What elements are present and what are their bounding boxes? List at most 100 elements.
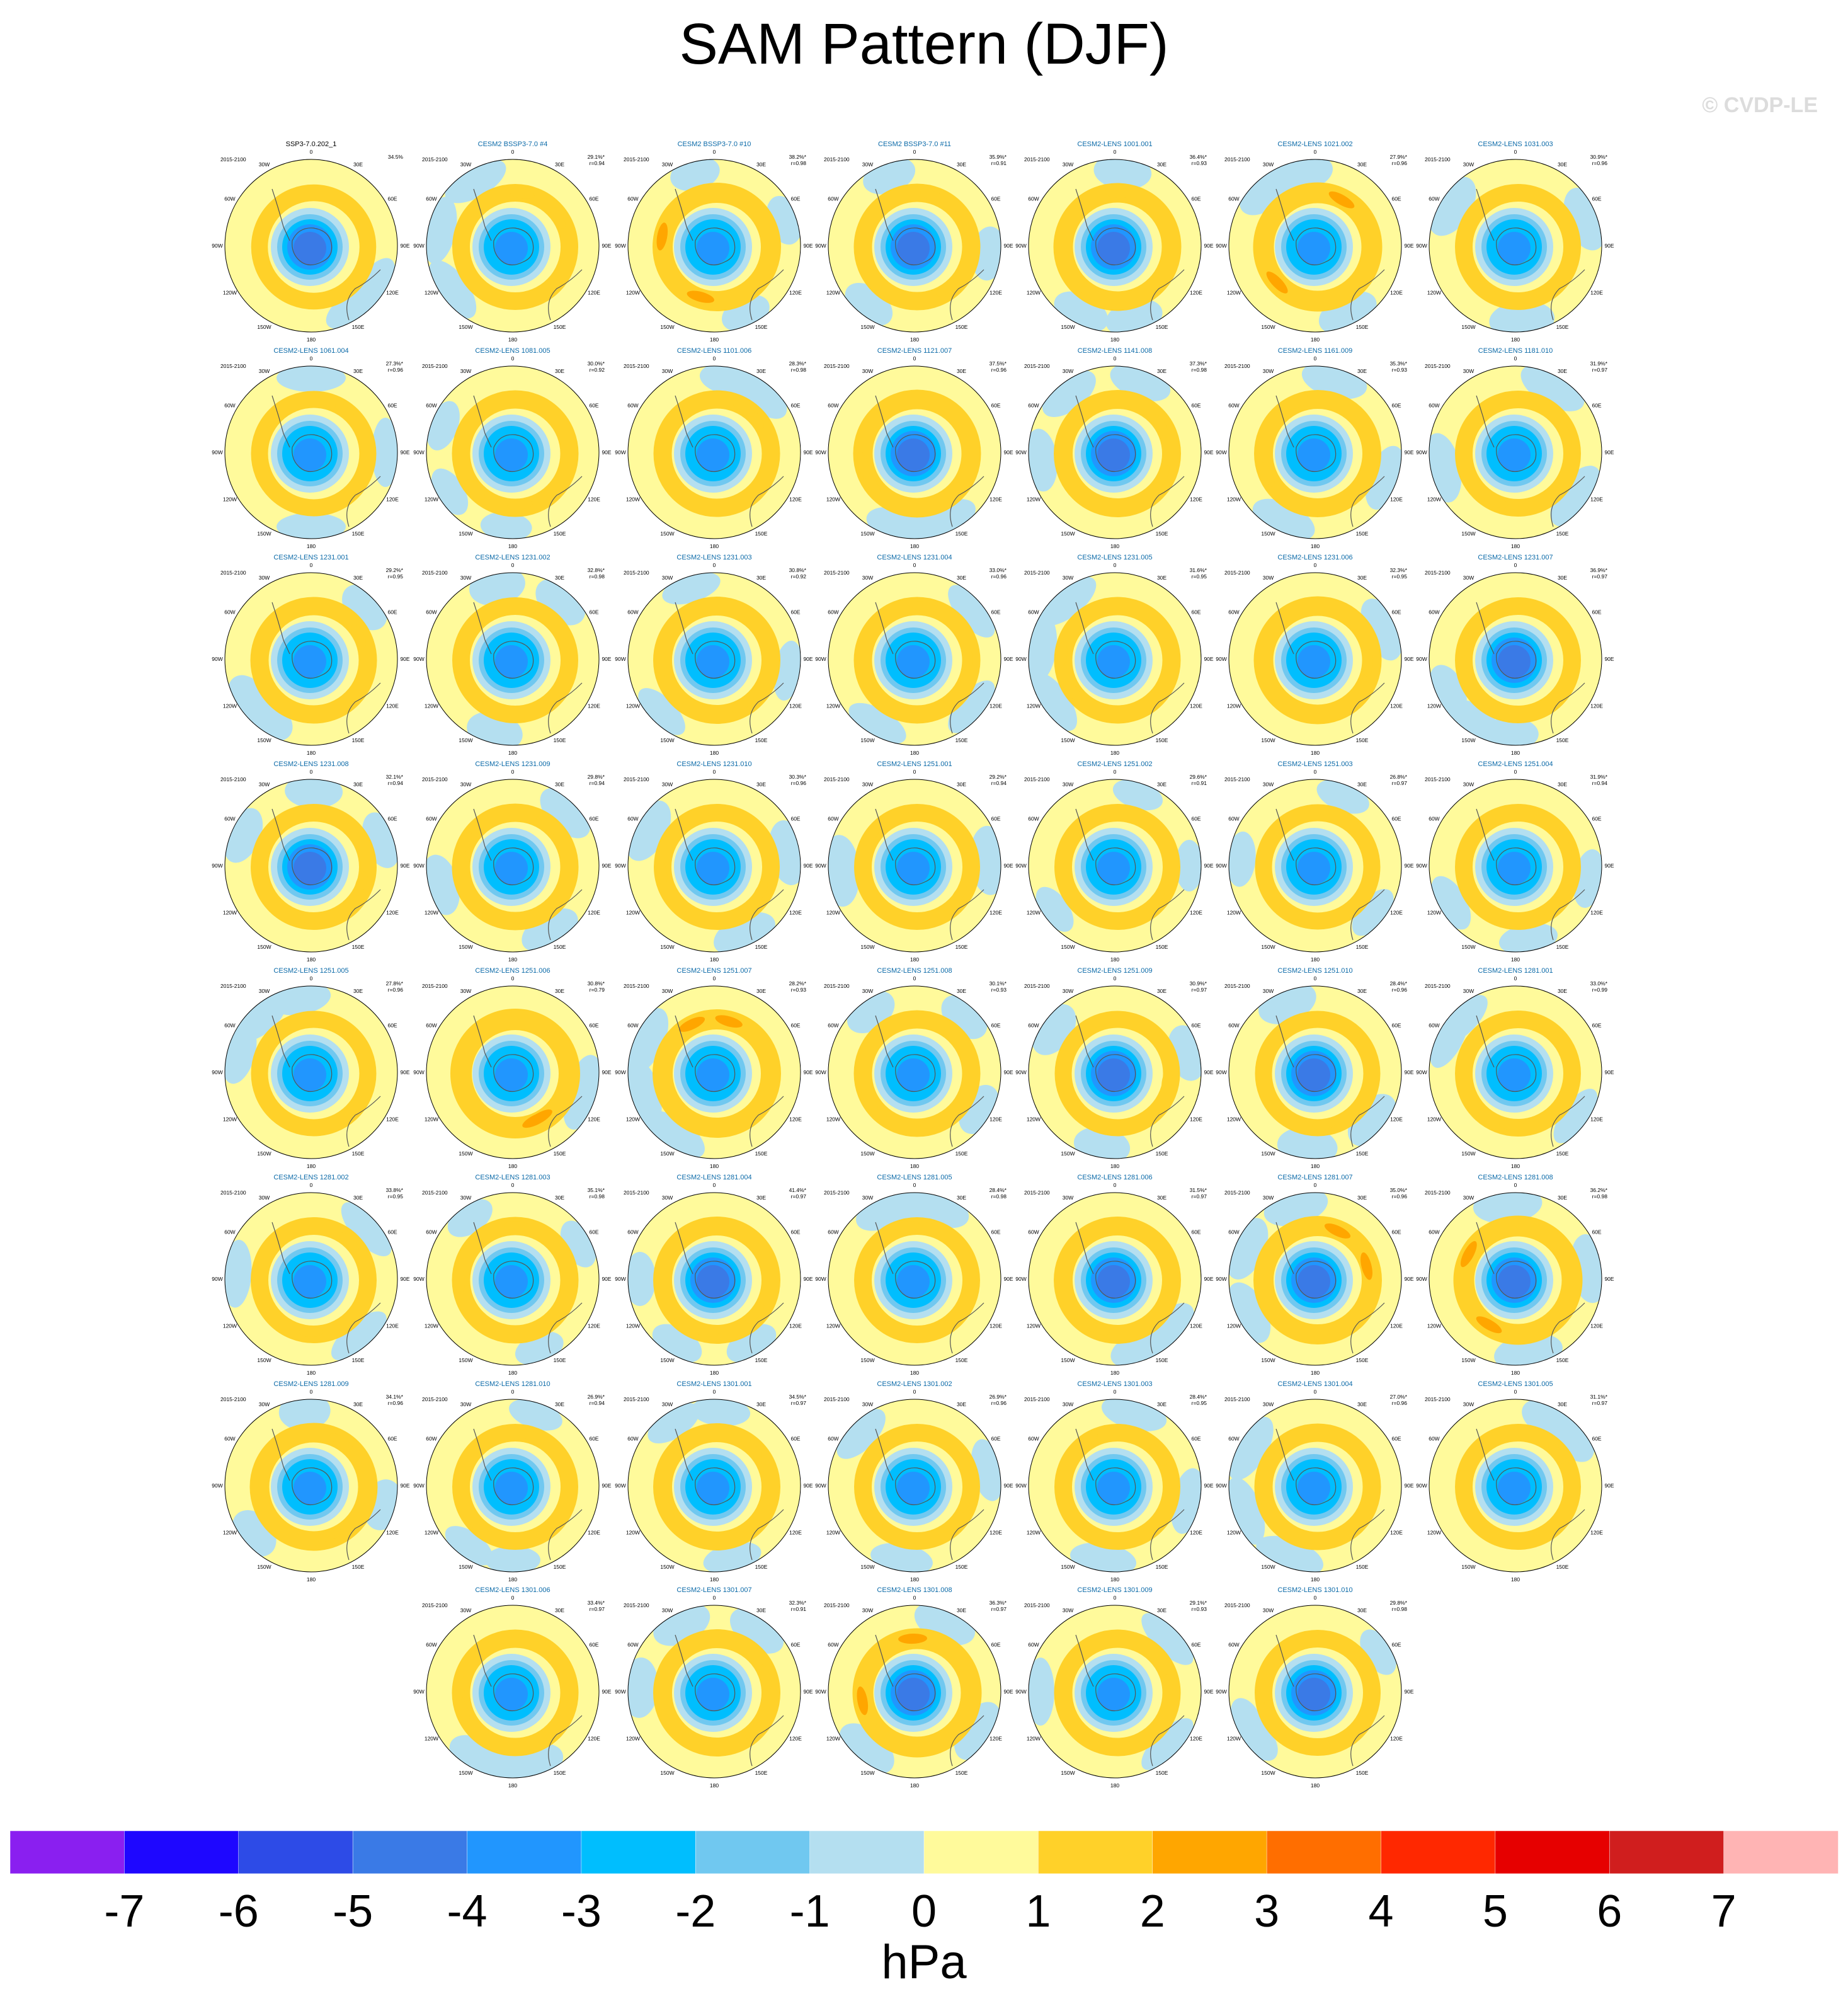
lon-label: 60W	[828, 1436, 838, 1442]
panel-percent: 26.9%*	[588, 1394, 605, 1400]
low-core	[1097, 1058, 1130, 1091]
lon-label: 120E	[1390, 910, 1403, 916]
map-panel: CESM2 BSSP3-7.0 #11 2015-2100 35.9%* r=0.91…	[814, 137, 1015, 343]
australia-outline	[950, 889, 984, 941]
lon-label: 30W	[662, 575, 673, 581]
colorbar-tick-label: 5	[1483, 1886, 1508, 1937]
lon-label: 120W	[826, 1530, 840, 1536]
lon-label: 30E	[957, 988, 966, 994]
lon-label: 120W	[1027, 1736, 1041, 1742]
negative-patch	[1141, 1613, 1194, 1665]
south-america-outline	[675, 188, 693, 241]
lon-label: 0	[1514, 975, 1517, 982]
map-panel: CESM2-LENS 1231.009 2015-2100 29.8%* r=0.94…	[412, 757, 613, 963]
map-border	[828, 159, 1001, 333]
lon-label: 0	[511, 149, 515, 155]
panel-title: CESM2-LENS 1021.002	[1277, 140, 1352, 148]
lon-label: 60E	[1191, 403, 1201, 409]
lon-label: 150W	[459, 1770, 472, 1776]
lon-label: 90E	[602, 1482, 611, 1489]
lon-label: 30E	[1558, 1401, 1567, 1407]
panel-period: 2015-2100	[422, 156, 448, 163]
map-panel: CESM2-LENS 1231.008 2015-2100 32.1%* r=0.94…	[210, 757, 412, 963]
lon-label: 60E	[1592, 816, 1601, 822]
panel-correlation: r=0.95	[1192, 1400, 1207, 1406]
panel-period: 2015-2100	[1224, 1396, 1250, 1402]
lon-label: 150E	[1556, 1357, 1569, 1363]
lon-label: 150W	[459, 1357, 472, 1363]
positive-blob	[656, 222, 668, 251]
australia-outline	[548, 1096, 583, 1147]
lon-label: 30W	[662, 1607, 673, 1613]
lon-label: 60W	[627, 816, 638, 822]
lon-label: 150E	[554, 1564, 566, 1570]
antarctica-outline	[493, 434, 534, 473]
antarctica-outline	[292, 1054, 333, 1092]
australia-outline	[1551, 1096, 1585, 1147]
positive-blob	[1268, 818, 1287, 838]
positive-blob	[354, 871, 368, 896]
lon-label: 150W	[459, 1150, 472, 1157]
lon-label: 30E	[756, 781, 766, 788]
australia-outline	[1551, 476, 1585, 527]
lon-label: 30E	[353, 1195, 363, 1201]
negative-patch	[1550, 466, 1601, 527]
lon-label: 150E	[1156, 1357, 1168, 1363]
lon-label: 90E	[1003, 449, 1013, 456]
panel-percent: 29.8%*	[588, 774, 605, 780]
lon-label: 120E	[1590, 910, 1603, 916]
lon-label: 90W	[1416, 656, 1427, 662]
lon-label: 150W	[660, 944, 674, 950]
panel-period: 2015-2100	[1024, 156, 1050, 163]
map-border	[224, 159, 398, 333]
panel-correlation: r=0.98	[1392, 1606, 1408, 1612]
panel-title: CESM2-LENS 1121.007	[877, 347, 952, 355]
lon-label: 180	[1311, 1576, 1320, 1583]
lon-label: 30E	[353, 1401, 363, 1407]
lon-label: 150E	[1156, 324, 1168, 330]
lon-label: 0	[511, 1182, 515, 1188]
panel-percent: 34.5%*	[789, 1394, 807, 1400]
positive-blob	[339, 1232, 359, 1252]
field	[828, 1605, 1001, 1778]
lon-label: 60E	[387, 1436, 397, 1442]
lon-label: 120W	[1027, 290, 1041, 296]
australia-outline	[346, 889, 381, 941]
lon-label: 120E	[1590, 1323, 1603, 1329]
lon-label: 90E	[1404, 449, 1413, 456]
antarctica-outline	[1296, 1673, 1337, 1712]
positive-blob	[733, 400, 755, 417]
lon-label: 120E	[1190, 910, 1202, 916]
antarctica-outline	[1296, 847, 1337, 886]
lon-label: 120E	[990, 1323, 1002, 1329]
map-panel: CESM2-LENS 1301.007 2015-2100 32.3%* r=0.91…	[613, 1583, 815, 1789]
lon-label: 120E	[588, 703, 600, 709]
field	[426, 1399, 599, 1572]
lon-label: 150W	[459, 1564, 472, 1570]
antarctica-outline	[1095, 1261, 1136, 1299]
lon-label: 60W	[426, 403, 436, 409]
positive-blob	[959, 1487, 972, 1513]
panel-percent: 36.2%*	[1590, 1187, 1608, 1193]
lon-label: 30E	[957, 161, 966, 168]
lon-label: 150W	[1261, 324, 1275, 330]
lon-label: 0	[713, 149, 716, 155]
low-core	[1498, 232, 1531, 265]
australia-outline	[1350, 476, 1385, 527]
antarctica-outline	[895, 1054, 936, 1092]
panel-correlation: r=0.96	[388, 987, 404, 993]
lon-label: 30W	[862, 1401, 873, 1407]
panel-correlation: r=0.96	[1392, 1193, 1408, 1200]
positive-blob	[1146, 889, 1165, 910]
low-core	[495, 438, 528, 471]
lon-label: 30W	[259, 1401, 270, 1407]
antarctica-outline	[695, 434, 736, 473]
lon-label: 90E	[400, 1276, 409, 1282]
south-america-outline	[875, 188, 894, 241]
lon-label: 150W	[459, 324, 472, 330]
lon-label: 30W	[259, 368, 270, 374]
lon-label: 60W	[1028, 609, 1039, 616]
australia-outline	[950, 1096, 984, 1147]
